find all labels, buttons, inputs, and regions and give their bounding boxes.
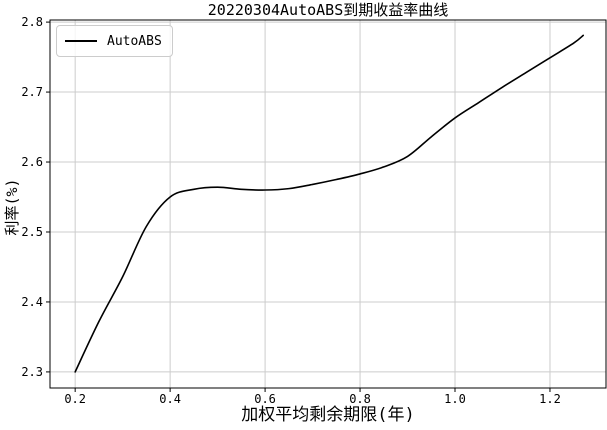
series-line-autoabs <box>74 34 585 373</box>
legend: AutoABS <box>56 25 173 57</box>
legend-line-sample-icon <box>65 40 97 42</box>
y-axis-label: 利率(%) <box>3 178 21 236</box>
y-tick-label: 2.4 <box>21 295 43 309</box>
y-tick-label: 2.6 <box>21 155 43 169</box>
axes-frame <box>49 19 607 389</box>
y-tick-label: 2.8 <box>21 15 43 29</box>
x-tick-label: 0.2 <box>64 392 86 406</box>
x-tick-label: 1.0 <box>444 392 466 406</box>
x-tick-label: 1.2 <box>539 392 561 406</box>
x-tick-label: 0.8 <box>349 392 371 406</box>
x-tick-label: 0.4 <box>159 392 181 406</box>
y-tick-label: 2.7 <box>21 85 43 99</box>
x-axis-label: 加权平均剩余期限(年) <box>241 405 415 425</box>
legend-label: AutoABS <box>107 33 162 49</box>
y-tick-label: 2.3 <box>21 365 43 379</box>
chart-title: 20220304AutoABS到期收益率曲线 <box>207 1 449 19</box>
x-tick-label: 0.6 <box>254 392 276 406</box>
y-tick-label: 2.5 <box>21 225 43 239</box>
